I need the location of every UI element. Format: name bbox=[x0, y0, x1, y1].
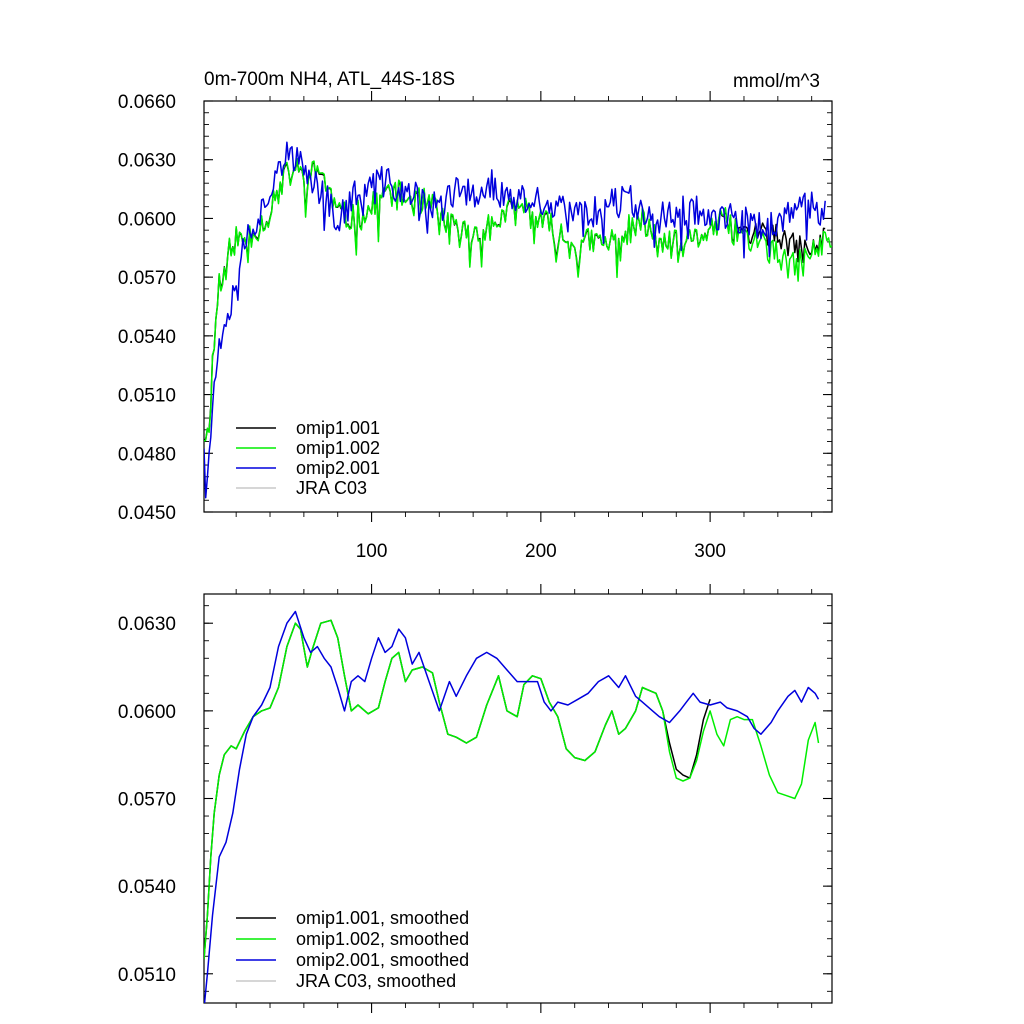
bottom-ytick-label: 0.0540 bbox=[118, 877, 176, 898]
top-chart-series bbox=[204, 141, 832, 499]
bottom-series-omip1-002-smoothed bbox=[204, 619, 820, 960]
top-legend-label: omip2.001 bbox=[296, 458, 380, 478]
top-legend-label: omip1.002 bbox=[296, 438, 380, 458]
bottom-ytick-label: 0.0510 bbox=[118, 965, 176, 986]
top-xtick-label: 200 bbox=[525, 541, 557, 562]
top-ytick-label: 0.0660 bbox=[118, 92, 176, 113]
bottom-ytick-label: 0.0570 bbox=[118, 790, 176, 811]
bottom-legend-label: omip2.001, smoothed bbox=[296, 950, 469, 970]
top-ytick-label: 0.0540 bbox=[118, 327, 176, 348]
top-chart-units: mmol/m^3 bbox=[733, 71, 820, 92]
bottom-legend-label: omip1.001, smoothed bbox=[296, 908, 469, 928]
top-series-omip2-001 bbox=[204, 141, 826, 499]
top-ytick-label: 0.0600 bbox=[118, 209, 176, 230]
bottom-series-omip2-001-smoothed bbox=[204, 610, 820, 1003]
bottom-legend-label: JRA C03, smoothed bbox=[296, 971, 456, 991]
bottom-legend-label: omip1.002, smoothed bbox=[296, 929, 469, 949]
bottom-ytick-label: 0.0600 bbox=[118, 702, 176, 723]
top-chart-title: 0m-700m NH4, ATL_44S-18S bbox=[204, 69, 455, 90]
top-ytick-label: 0.0570 bbox=[118, 268, 176, 289]
bottom-ytick-label: 0.0630 bbox=[118, 614, 176, 635]
top-ytick-label: 0.0450 bbox=[118, 503, 176, 524]
top-ytick-label: 0.0480 bbox=[118, 444, 176, 465]
top-legend-label: omip1.001 bbox=[296, 418, 380, 438]
top-xtick-label: 100 bbox=[356, 541, 388, 562]
top-xtick-label: 300 bbox=[694, 541, 726, 562]
bottom-chart-axes: 0.0510 0.0540 0.0570 0.0600 0.0630 bbox=[118, 584, 833, 1013]
top-ytick-label: 0.0510 bbox=[118, 386, 176, 407]
top-chart-axes: 0.0450 0.0480 0.0510 0.0540 0.0570 0.0600 0.06… bbox=[118, 91, 833, 562]
bottom-chart-series bbox=[204, 610, 820, 1003]
top-plot-frame bbox=[203, 100, 833, 513]
top-legend-label: JRA C03 bbox=[296, 478, 367, 498]
top-ytick-label: 0.0630 bbox=[118, 151, 176, 172]
